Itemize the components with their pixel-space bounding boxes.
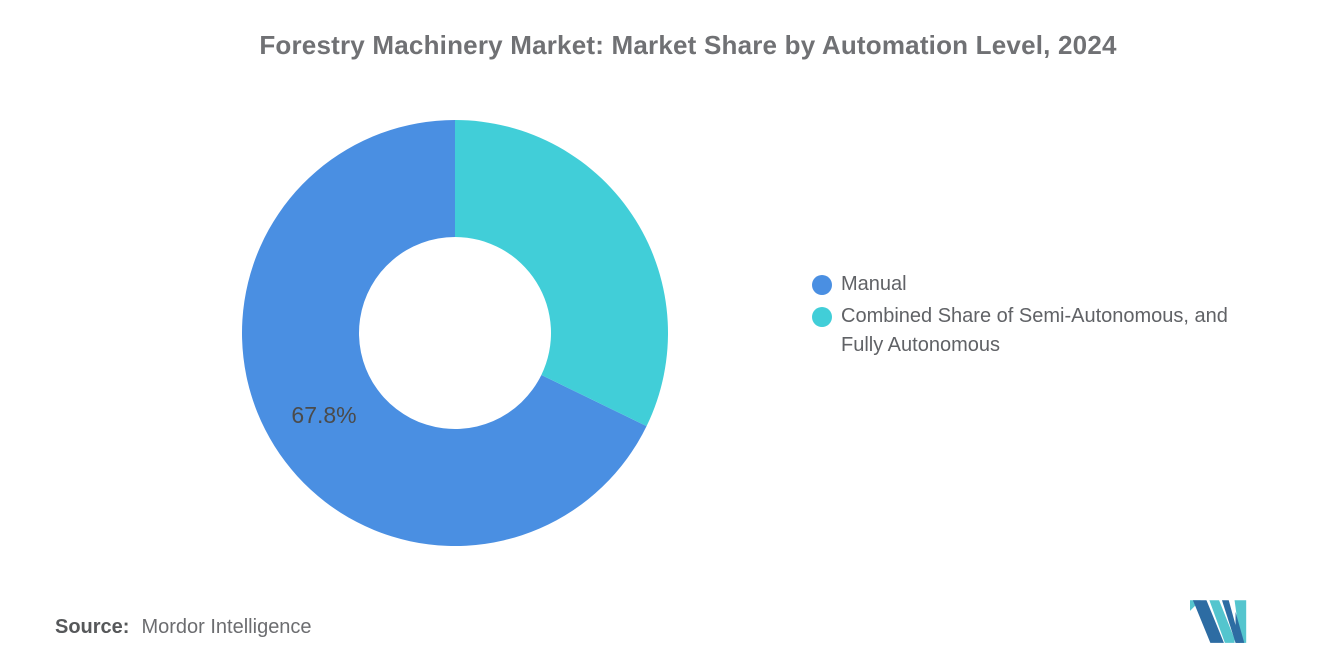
- legend-label: Combined Share of Semi-Autonomous, and F…: [841, 305, 1228, 356]
- logo-navy-stroke: [1192, 600, 1224, 643]
- donut-slice-manual: [242, 120, 647, 546]
- donut-chart: 67.8%: [242, 120, 668, 546]
- logo-teal-stroke: [1209, 600, 1235, 643]
- legend-swatch: [812, 275, 832, 295]
- source-line: Source: Mordor Intelligence: [55, 616, 312, 639]
- donut-slice-combined-share-of-semi-autonom: [455, 120, 668, 427]
- chart-legend: Manual Combined Share of Semi-Autonomous,…: [812, 270, 1282, 363]
- logo-navy-triangle: [1235, 611, 1245, 643]
- mordor-intelligence-logo: [1190, 600, 1247, 643]
- legend-item-combined-share-of-semi-autonom: Combined Share of Semi-Autonomous, and F…: [812, 302, 1282, 360]
- slice-data-label: 67.8%: [291, 402, 356, 428]
- source-label: Source:: [55, 616, 130, 638]
- source-value: Mordor Intelligence: [141, 616, 312, 638]
- logo-teal-bar: [1234, 600, 1247, 643]
- legend-item-manual: Manual: [812, 270, 1282, 299]
- legend-swatch: [812, 307, 832, 327]
- legend-label: Manual: [841, 273, 907, 295]
- chart-title: Forestry Machinery Market: Market Share …: [259, 30, 1117, 60]
